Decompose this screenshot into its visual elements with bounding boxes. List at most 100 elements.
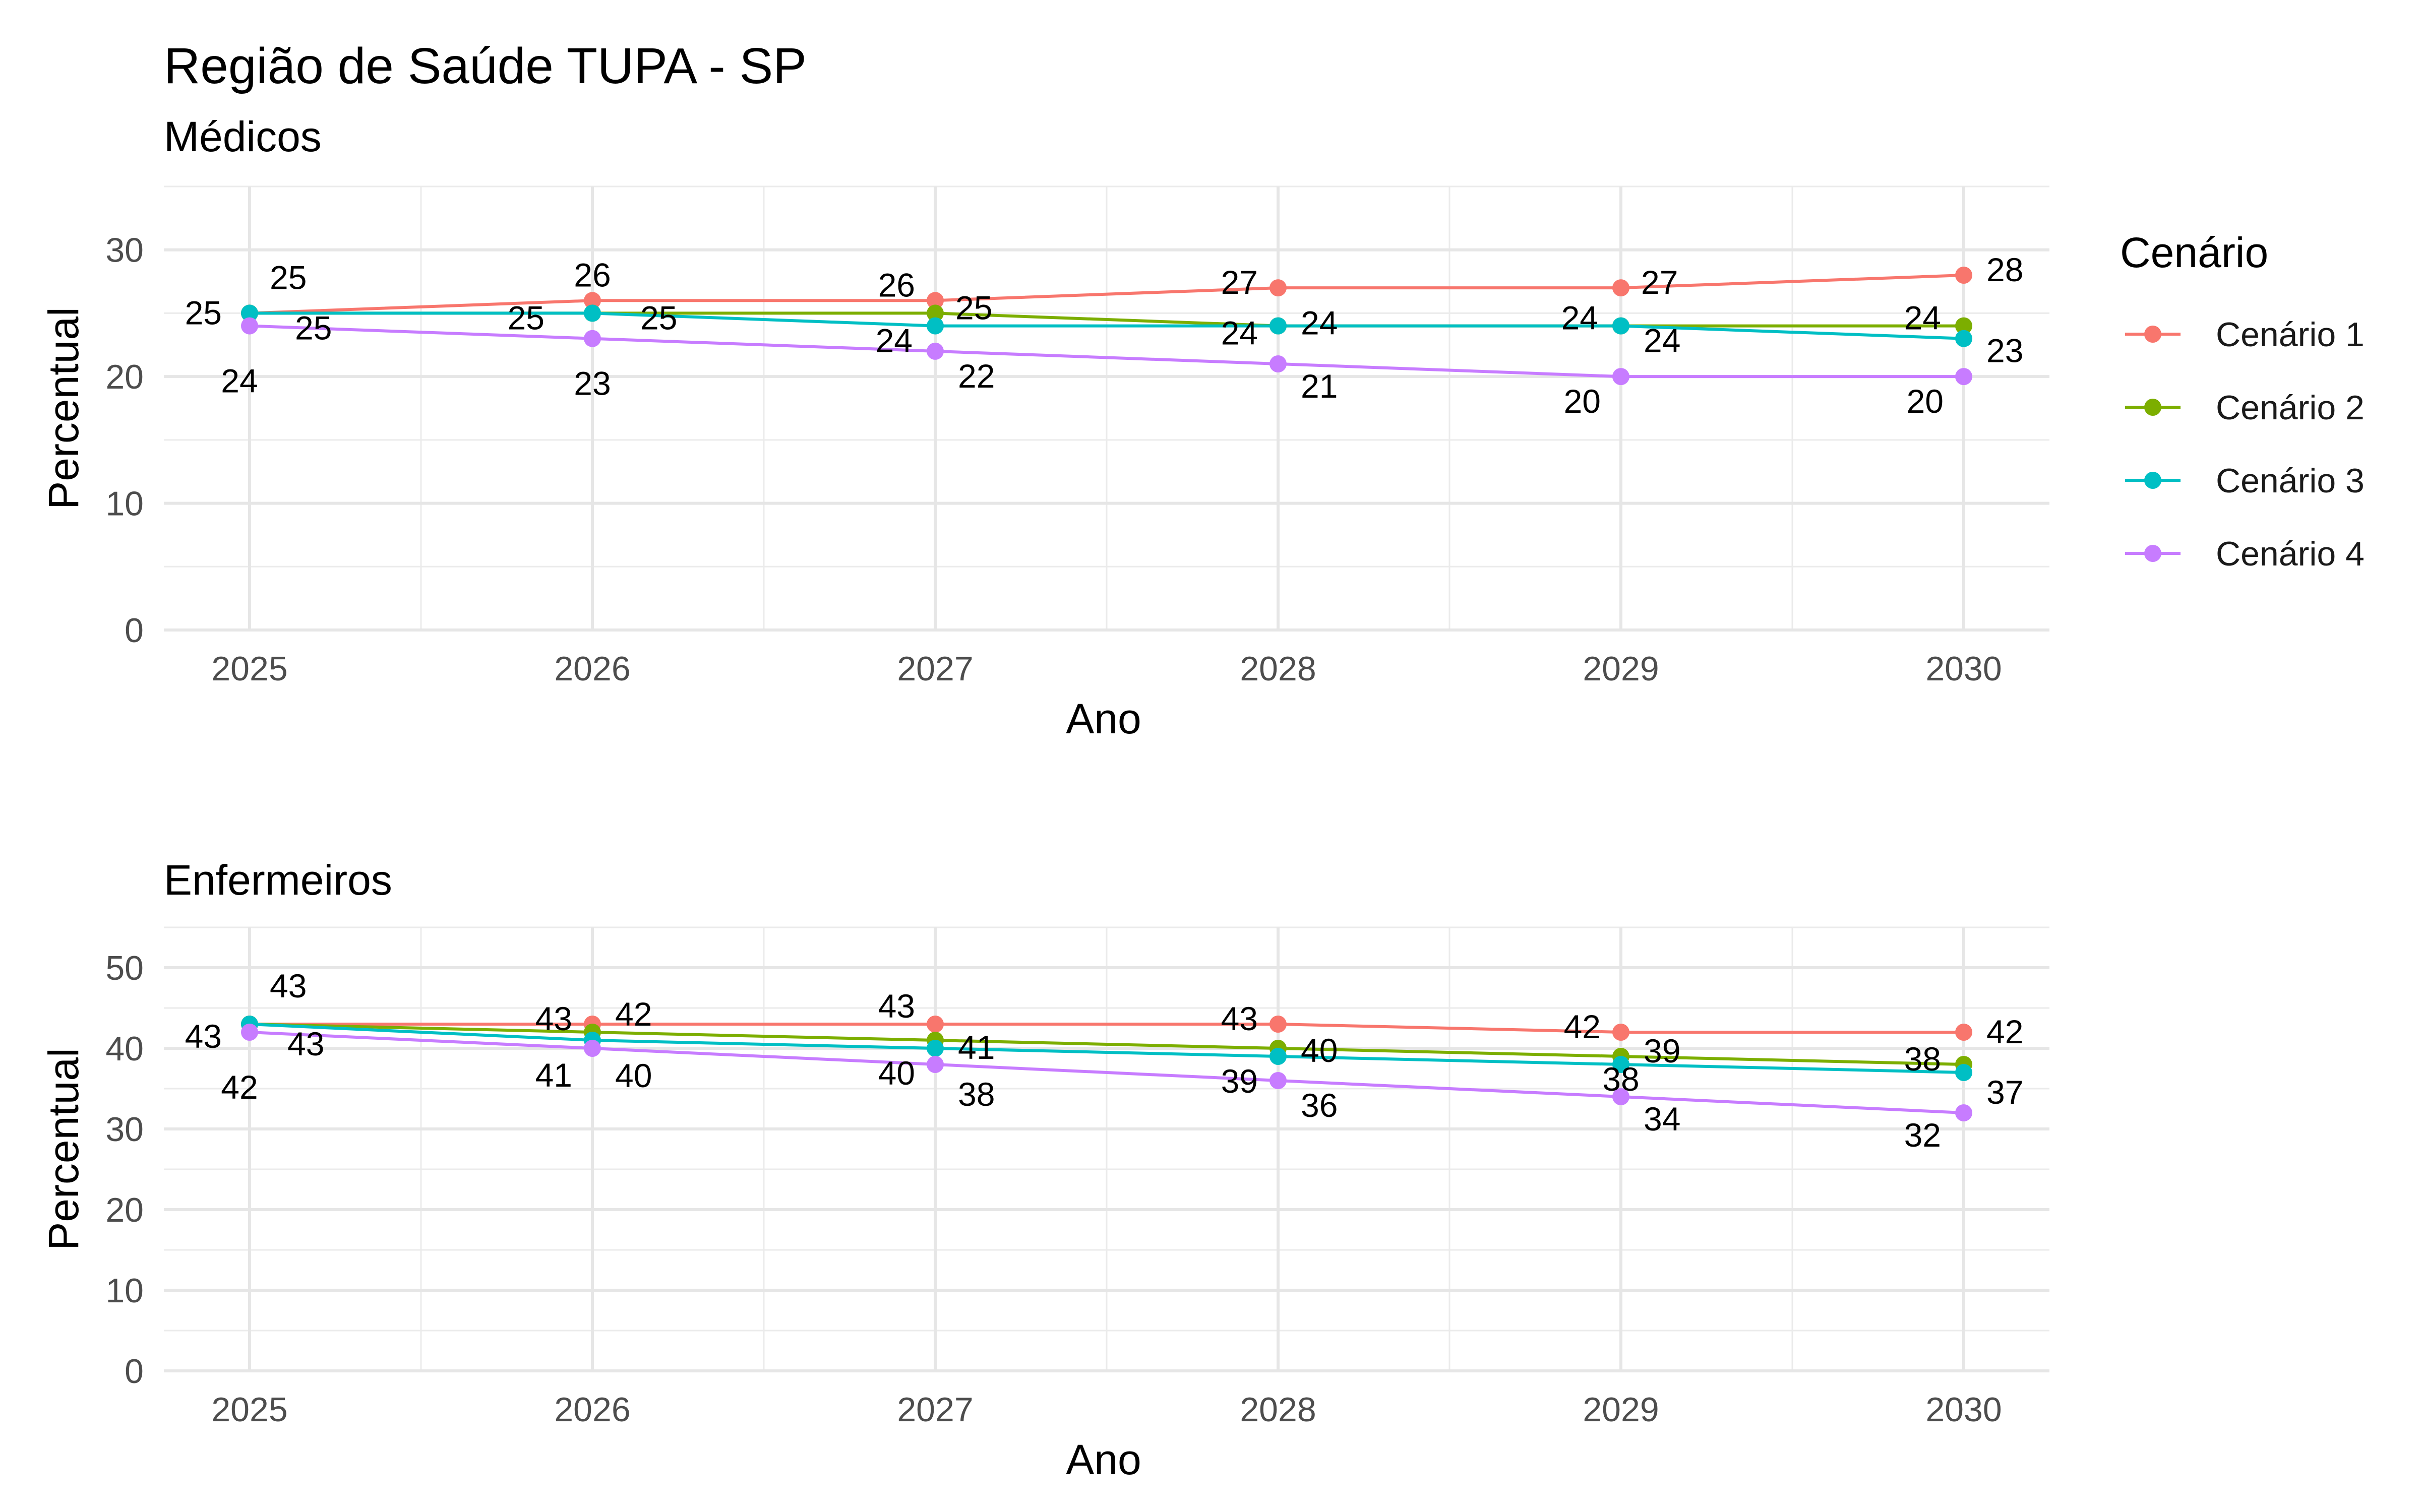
series-line	[249, 1023, 1964, 1066]
data-label: 43	[270, 967, 307, 1004]
data-point	[1955, 267, 1972, 284]
data-point	[584, 304, 601, 322]
data-point	[1269, 1048, 1287, 1065]
panel-subtitle: Médicos	[164, 113, 322, 160]
data-label: 40	[615, 1057, 652, 1094]
data-label: 37	[1986, 1074, 2023, 1111]
data-point	[1269, 1072, 1287, 1089]
y-tick-label: 30	[105, 231, 144, 270]
data-point	[927, 1056, 944, 1073]
y-tick-label: 20	[105, 1191, 144, 1229]
data-point	[584, 292, 601, 309]
data-label: 24	[1301, 304, 1338, 342]
data-label: 26	[878, 266, 915, 303]
data-point	[241, 317, 258, 335]
data-label: 43	[287, 1025, 324, 1062]
y-tick-label: 50	[105, 949, 144, 987]
x-tick-label: 2029	[1583, 1391, 1659, 1429]
data-label: 38	[1602, 1060, 1639, 1098]
y-tick-label: 0	[125, 1352, 144, 1391]
data-label: 43	[535, 1000, 572, 1037]
x-tick-label: 2026	[554, 650, 630, 688]
legend-point-swatch	[2144, 472, 2161, 489]
data-label: 40	[878, 1054, 915, 1092]
y-tick-label: 10	[105, 485, 144, 523]
data-label: 25	[185, 294, 222, 331]
data-label: 41	[535, 1056, 572, 1094]
data-label: 25	[270, 259, 307, 296]
data-label: 24	[876, 322, 913, 359]
data-label: 38	[958, 1076, 995, 1113]
data-point	[1612, 1056, 1629, 1073]
data-label: 24	[1561, 299, 1598, 337]
data-label: 42	[1986, 1013, 2023, 1050]
y-tick-label: 30	[105, 1110, 144, 1149]
data-label: 25	[508, 299, 544, 336]
data-label: 23	[1986, 332, 2023, 369]
data-point	[1269, 317, 1287, 335]
legend-entry: Cenário 3	[2125, 462, 2365, 500]
data-point	[1269, 355, 1287, 372]
data-point	[927, 1040, 944, 1057]
y-axis-title: Percentual	[40, 307, 87, 510]
data-label: 22	[958, 357, 995, 395]
data-label: 20	[1564, 383, 1601, 420]
legend-entry: Cenário 2	[2125, 389, 2365, 427]
data-label: 21	[1301, 367, 1338, 405]
series-4	[241, 317, 1972, 386]
x-tick-label: 2028	[1240, 1391, 1316, 1429]
data-point	[927, 292, 944, 309]
legend-point-swatch	[2144, 545, 2161, 562]
chart-title: Região de Saúde TUPA - SP	[164, 38, 807, 94]
legend-entry: Cenário 4	[2125, 535, 2365, 573]
data-label: 43	[878, 987, 915, 1025]
series-3	[241, 304, 1972, 347]
x-tick-label: 2026	[554, 1391, 630, 1429]
y-tick-label: 20	[105, 358, 144, 396]
series-line	[249, 324, 1964, 379]
series-line	[249, 1031, 1964, 1114]
data-label: 40	[1301, 1032, 1338, 1069]
data-label: 24	[1904, 299, 1941, 337]
data-point	[584, 330, 601, 347]
data-point	[584, 1040, 601, 1057]
data-point	[1955, 368, 1972, 386]
data-label: 39	[1221, 1062, 1258, 1100]
series-line	[249, 274, 1964, 315]
data-label: 24	[221, 362, 258, 400]
data-point	[927, 1016, 944, 1033]
data-label: 25	[955, 289, 992, 326]
legend-label: Cenário 1	[2216, 316, 2365, 354]
data-label: 38	[1904, 1040, 1941, 1078]
data-point	[1955, 1104, 1972, 1121]
legend-label: Cenário 3	[2216, 462, 2365, 500]
data-point	[1612, 279, 1629, 297]
panel-subtitle: Enfermeiros	[164, 856, 392, 904]
data-point	[1612, 368, 1629, 386]
series-line	[249, 1023, 1964, 1074]
data-point	[1955, 317, 1972, 335]
data-label: 42	[1564, 1008, 1601, 1045]
data-label: 39	[1644, 1032, 1680, 1069]
x-axis-title: Ano	[1066, 695, 1141, 742]
data-label: 27	[1221, 264, 1258, 301]
data-point	[1269, 279, 1287, 297]
data-label: 43	[1221, 1000, 1258, 1037]
y-tick-label: 0	[125, 611, 144, 650]
data-point	[1955, 330, 1972, 347]
data-point	[927, 342, 944, 360]
data-point	[1955, 1024, 1972, 1041]
x-axis-title: Ano	[1066, 1436, 1141, 1483]
data-label: 27	[1641, 264, 1678, 301]
legend: Cenário Cenário 1 Cenário 2 Cenário 3 Cenári…	[2120, 229, 2365, 573]
data-point	[1269, 1016, 1287, 1033]
data-point	[1612, 1088, 1629, 1105]
data-point	[1612, 1024, 1629, 1041]
legend-point-swatch	[2144, 326, 2161, 343]
data-label: 24	[1221, 314, 1258, 352]
data-label: 26	[574, 256, 611, 293]
